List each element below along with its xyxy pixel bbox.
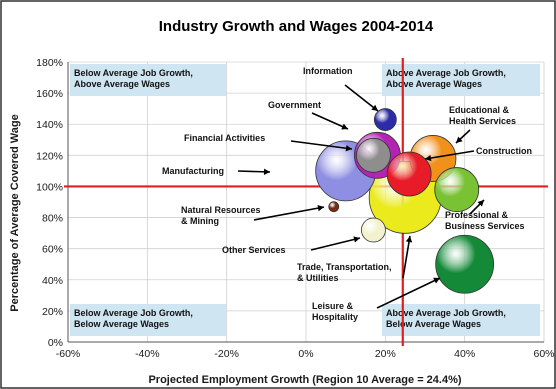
- x-tick-label: 0%: [298, 348, 313, 360]
- quadrant-label-line: Below Average Wages: [74, 319, 169, 329]
- leader-line: [290, 140, 353, 150]
- arrow-head: [353, 236, 360, 243]
- y-tick-label: 80%: [42, 213, 63, 225]
- bubble-label-trade-transportation-utilities: Trade, Transportation,& Utilities: [297, 235, 413, 283]
- bubble-labels: Trade, Transportation,& Utilities Educati…: [162, 66, 532, 322]
- x-tick-label: 40%: [454, 348, 475, 360]
- bubble-label-professional-business-services: Professional &Business Services: [445, 199, 525, 231]
- arrow-head: [477, 200, 484, 207]
- bubble-label-line: Trade, Transportation,: [297, 262, 392, 272]
- arrow-head: [345, 145, 352, 152]
- quadrant-box: [382, 64, 540, 96]
- chart-title: Industry Growth and Wages 2004-2014: [159, 18, 434, 35]
- y-axis-title: Percentage of Average Covered Wage: [9, 114, 21, 311]
- quadrant-label-line: Above Average Job Growth,: [386, 68, 506, 78]
- quadrant-box: [70, 64, 226, 96]
- leader-line: [424, 150, 475, 160]
- bubble-label-manufacturing: Manufacturing: [162, 166, 271, 176]
- y-tick-label: 60%: [42, 244, 63, 256]
- bubble-financial-activities: [356, 137, 391, 173]
- bubble-label-financial-activities: Financial Activities: [184, 133, 353, 152]
- quadrant-label-line: Below Average Job Growth,: [74, 68, 193, 78]
- y-tick-label: 100%: [36, 181, 63, 193]
- y-tick-label: 40%: [42, 275, 63, 287]
- axes: 0% 20% 40% 60% 80% 100% 120% 140% 160% 180% -60% -4…: [36, 57, 554, 360]
- arrow-head: [317, 204, 324, 212]
- bubble-label-other-services: Other Services: [222, 236, 361, 255]
- bubble-label-line: Health Services: [449, 116, 516, 126]
- bubble-label-line: Construction: [476, 146, 532, 156]
- y-tick-label: 20%: [42, 306, 63, 318]
- y-tick-label: 0%: [48, 337, 63, 349]
- x-tick-label: -40%: [135, 348, 160, 360]
- quadrant-labels: Below Average Job Growth,Above Average W…: [70, 64, 540, 336]
- bubble-label-information: Information: [303, 66, 379, 112]
- quadrant-label-line: Above Average Job Growth,: [386, 308, 506, 318]
- y-tick-label: 160%: [36, 88, 63, 100]
- bubble-label-leisure-hospitality: Leisure &Hospitality: [312, 277, 441, 322]
- quadrant-box: [382, 304, 540, 336]
- bubble-label-line: Professional &: [445, 210, 509, 220]
- bubble-label-natural-resources-mining: Natural Resources& Mining: [181, 204, 325, 226]
- bubble-leisure-hospitality: [435, 234, 495, 294]
- bubble-label-educational-health-services: Educational &Health Services: [449, 105, 516, 144]
- bubble-label-line: Business Services: [445, 221, 525, 231]
- x-tick-label: -20%: [214, 348, 239, 360]
- leader-line: [310, 237, 361, 251]
- arrow-head: [371, 104, 378, 111]
- arrow-head: [263, 168, 270, 176]
- bubble-label-line: Other Services: [222, 245, 286, 255]
- bubble-label-line: Natural Resources: [181, 205, 261, 215]
- arrow-head: [341, 123, 348, 130]
- bubble-label-construction: Construction: [424, 146, 532, 162]
- quadrant-label-line: Below Average Job Growth,: [74, 308, 193, 318]
- x-axis-title: Projected Employment Growth (Region 10 A…: [148, 374, 461, 386]
- arrow-head: [405, 236, 413, 243]
- y-tick-label: 120%: [36, 150, 63, 162]
- bubble-label-line: & Mining: [181, 216, 219, 226]
- bubble-construction: [386, 151, 432, 197]
- bubble-information: [373, 108, 397, 131]
- leader-line: [376, 277, 441, 309]
- quadrant-top-left: Below Average Job Growth,Above Average W…: [70, 64, 226, 96]
- bubble-label-line: Manufacturing: [162, 166, 224, 176]
- quadrant-label-line: Above Average Wages: [386, 79, 482, 89]
- quadrant-label-line: Above Average Wages: [74, 79, 170, 89]
- arrow-head: [456, 136, 463, 143]
- y-tick-label: 180%: [36, 57, 63, 69]
- x-tick-label: 60%: [533, 348, 554, 360]
- bubble-natural-resources-mining: [328, 201, 340, 213]
- x-tick-label: -60%: [56, 348, 81, 360]
- bubble-professional-business-services: [434, 167, 480, 212]
- leader-line: [402, 235, 411, 279]
- leader-line: [344, 84, 379, 112]
- quadrant-box: [70, 304, 226, 336]
- leader-line: [311, 112, 349, 130]
- bubbles: [315, 108, 495, 294]
- quadrant-label-line: Below Average Wages: [386, 319, 481, 329]
- bubble-label-line: Leisure &: [312, 301, 354, 311]
- x-tick-label: 20%: [375, 348, 396, 360]
- bubble-label-line: Government: [268, 100, 321, 110]
- y-tick-label: 140%: [36, 119, 63, 131]
- arrow-head: [433, 277, 440, 284]
- leader-line: [253, 206, 325, 221]
- bubble-label-line: & Utilities: [297, 273, 339, 283]
- bubble-label-line: Information: [303, 66, 353, 76]
- quadrant-top-right: Above Average Job Growth,Above Average W…: [382, 64, 540, 96]
- arrow-head: [425, 154, 432, 162]
- quadrant-bottom-left: Below Average Job Growth,Below Average W…: [70, 304, 226, 336]
- quadrant-bottom-right: Above Average Job Growth,Below Average W…: [382, 304, 540, 336]
- bubble-label-line: Educational &: [449, 105, 510, 115]
- bubble-label-government: Government: [268, 100, 349, 130]
- bubble-label-line: Hospitality: [312, 312, 358, 322]
- bubble-other-services: [361, 217, 386, 243]
- bubble-label-line: Financial Activities: [184, 133, 265, 143]
